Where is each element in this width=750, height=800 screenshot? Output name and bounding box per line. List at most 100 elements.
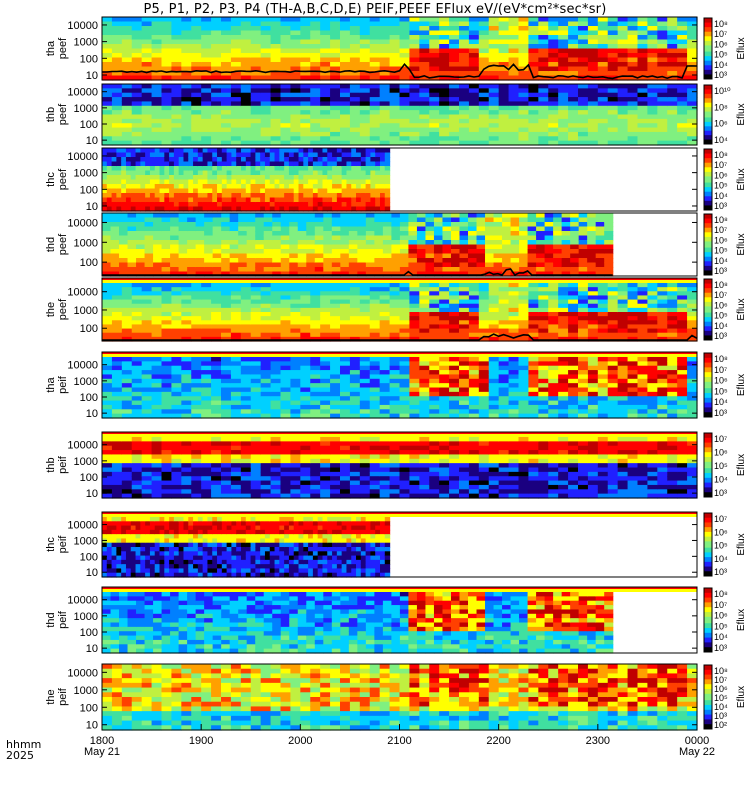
heatmap-cell — [279, 179, 285, 185]
heatmap-cell — [161, 262, 171, 268]
heatmap-cell — [320, 374, 331, 380]
heatmap-cell — [195, 249, 205, 255]
heatmap-cell — [538, 118, 549, 124]
heatmap-cell — [201, 127, 212, 133]
heatmap-cell — [300, 391, 311, 397]
heatmap-cell — [131, 62, 143, 68]
heatmap-cell — [181, 57, 192, 63]
heatmap-cell — [365, 253, 375, 259]
heatmap-cell — [449, 88, 460, 94]
heatmap-cell — [544, 244, 554, 250]
y-tick-label: 1000 — [74, 237, 98, 249]
heatmap-cell — [439, 114, 450, 120]
heatmap-cell — [429, 387, 440, 393]
heatmap-cell — [439, 84, 450, 89]
heatmap-cell — [340, 110, 351, 116]
heatmap-cell — [121, 97, 133, 103]
heatmap-cell — [191, 409, 202, 415]
heatmap-cell — [341, 148, 348, 154]
heatmap-cell — [429, 404, 440, 410]
heatmap-cell — [280, 387, 292, 393]
heatmap-cell — [212, 206, 218, 212]
heatmap-cell — [121, 114, 133, 120]
heatmap-cell — [449, 92, 460, 98]
heatmap-cell — [380, 166, 386, 172]
heatmap-cell — [657, 97, 668, 103]
colorbar-tick-label: 10⁵ — [714, 50, 728, 60]
heatmap-cell — [164, 166, 170, 172]
heatmap-cell — [637, 35, 649, 41]
heatmap-cell — [419, 361, 430, 367]
heatmap-cell — [553, 253, 563, 259]
heatmap-cell — [478, 84, 490, 89]
heatmap-cell — [459, 21, 470, 27]
heatmap-cell — [171, 140, 182, 146]
heatmap-cell — [568, 39, 579, 45]
heatmap-cell — [498, 307, 510, 313]
heatmap-cell — [290, 84, 301, 89]
heatmap-cell — [226, 193, 233, 199]
heatmap-cell — [607, 17, 619, 23]
heatmap-cell — [379, 30, 391, 36]
heatmap-cell — [211, 374, 222, 380]
heatmap-cell — [667, 105, 678, 111]
heatmap-cell — [508, 127, 520, 133]
heatmap-cell — [578, 92, 589, 98]
heatmap-cell — [485, 213, 495, 219]
heatmap-cell — [320, 387, 331, 393]
heatmap-cell — [226, 157, 233, 163]
heatmap-cell — [250, 312, 262, 317]
heatmap-cell — [270, 105, 282, 111]
heatmap-cell — [637, 299, 649, 305]
heatmap-cell — [558, 57, 569, 63]
heatmap-cell — [171, 391, 182, 397]
heatmap-cell — [528, 136, 539, 142]
heatmap-cell — [433, 244, 444, 250]
heatmap-cell — [687, 291, 698, 297]
heatmap-cell — [331, 258, 341, 264]
heatmap-cell — [468, 316, 480, 321]
heatmap-cell — [389, 127, 401, 133]
heatmap-cell — [597, 21, 609, 27]
heatmap-cell — [181, 312, 192, 317]
heatmap-cell — [587, 316, 599, 321]
heatmap-cell — [409, 35, 420, 41]
heatmap-cell — [263, 253, 273, 259]
heatmap-cell — [280, 370, 292, 376]
heatmap-cell — [111, 295, 123, 301]
heatmap-cell — [657, 118, 668, 124]
heatmap-cell — [439, 357, 450, 362]
heatmap-cell — [439, 283, 450, 288]
heatmap-cell — [289, 244, 299, 250]
heatmap-cell — [568, 140, 579, 146]
heatmap-cell — [330, 312, 341, 317]
heatmap-cell — [578, 53, 589, 59]
heatmap-cell — [340, 118, 351, 124]
heatmap-cell — [238, 240, 248, 246]
heatmap-cell — [230, 413, 242, 419]
heatmap-cell — [260, 197, 266, 203]
heatmap-cell — [121, 206, 127, 212]
heatmap-cell — [300, 383, 311, 389]
heatmap-cell — [528, 30, 539, 36]
heatmap-cell — [141, 387, 153, 393]
heatmap-cell — [102, 131, 113, 137]
heatmap-cell — [637, 328, 649, 334]
heatmap-cell — [587, 295, 599, 301]
heatmap-cell — [290, 396, 301, 402]
heatmap-cell — [221, 404, 232, 410]
heatmap-cell — [263, 213, 273, 219]
heatmap-cell — [459, 44, 470, 50]
heatmap-cell — [349, 21, 361, 27]
heatmap-cell — [488, 283, 500, 288]
heatmap-cell — [667, 118, 678, 124]
heatmap-cell — [193, 170, 199, 176]
heatmap-cell — [221, 291, 232, 297]
heatmap-cell — [370, 166, 376, 172]
heatmap-cell — [389, 118, 401, 124]
heatmap-cell — [360, 188, 367, 194]
heatmap-cell — [340, 244, 350, 250]
heatmap-cell — [449, 307, 460, 313]
heatmap-cell — [221, 312, 232, 317]
heatmap-cell — [459, 312, 470, 317]
